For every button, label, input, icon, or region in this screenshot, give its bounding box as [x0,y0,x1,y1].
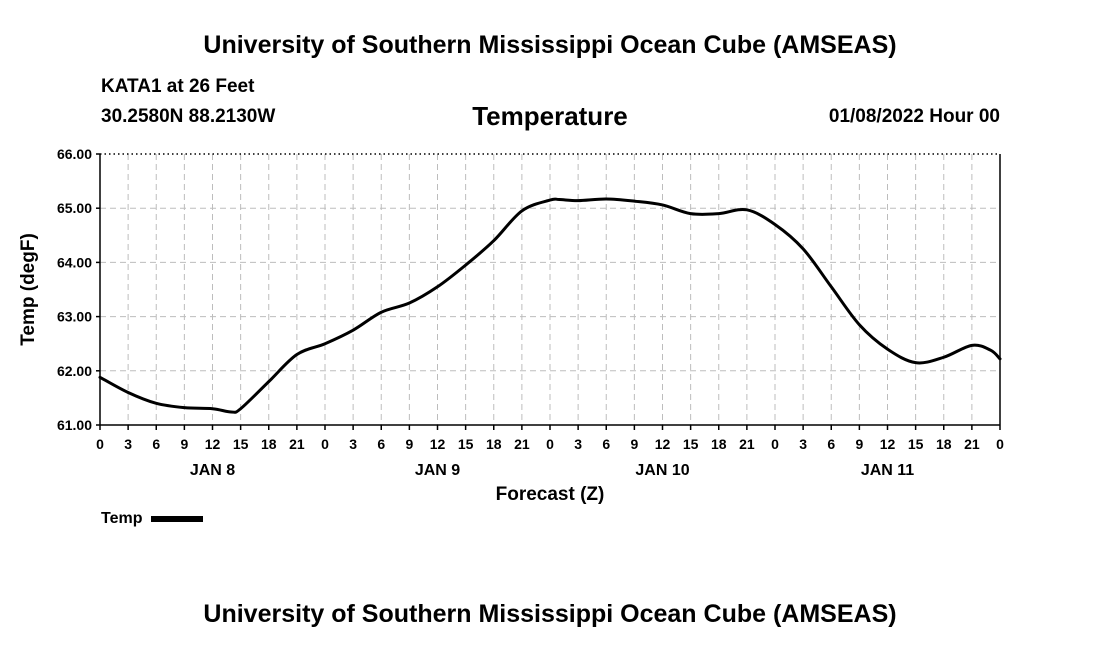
day-label: JAN 8 [190,462,235,479]
x-tick-label: 18 [261,436,277,452]
x-tick-label: 3 [574,436,582,452]
x-tick-label: 9 [630,436,638,452]
chart-title: Temperature [472,101,628,131]
day-label: JAN 10 [635,462,689,479]
x-tick-label: 18 [486,436,502,452]
day-label: JAN 9 [415,462,460,479]
x-tick-label: 21 [964,436,980,452]
x-tick-label: 18 [711,436,727,452]
x-tick-label: 21 [739,436,755,452]
x-tick-label: 21 [514,436,530,452]
x-tick-label: 6 [377,436,385,452]
x-tick-label: 15 [233,436,249,452]
x-tick-label: 15 [458,436,474,452]
station-label: KATA1 at 26 Feet [101,76,255,97]
x-tick-label: 18 [936,436,952,452]
x-tick-label: 6 [602,436,610,452]
x-tick-label: 0 [771,436,779,452]
y-tick-label: 62.00 [57,363,92,379]
x-tick-label: 21 [289,436,305,452]
legend-label: Temp [101,510,143,527]
x-tick-label: 0 [546,436,554,452]
y-axis-title: Temp (degF) [18,233,39,346]
legend: Temp [101,510,204,528]
x-tick-label: 15 [683,436,699,452]
y-tick-label: 63.00 [57,309,92,325]
x-tick-label: 3 [799,436,807,452]
x-tick-label: 0 [96,436,104,452]
coordinates-label: 30.2580N 88.2130W [101,106,276,127]
x-tick-label: 9 [180,436,188,452]
footer-title: University of Southern Mississippi Ocean… [203,600,897,628]
x-tick-label: 6 [152,436,160,452]
x-tick-label: 15 [908,436,924,452]
x-tick-label: 9 [405,436,413,452]
forecast-datetime: 01/08/2022 Hour 00 [828,106,1000,127]
x-tick-label: 3 [124,436,132,452]
x-tick-label: 12 [205,436,221,452]
x-tick-label: 9 [855,436,863,452]
day-label: JAN 11 [861,462,914,479]
legend-line-swatch [151,516,204,522]
x-tick-label: 3 [349,436,357,452]
x-tick-label: 12 [430,436,446,452]
x-tick-label: 12 [655,436,671,452]
y-tick-label: 64.00 [57,254,92,270]
x-tick-label: 6 [827,436,835,452]
x-axis-title: Forecast (Z) [496,484,605,505]
x-tick-label: 0 [996,436,1004,452]
y-tick-label: 61.00 [57,417,92,433]
main-title: University of Southern Mississippi Ocean… [203,31,897,59]
temp-series-line [98,197,1002,414]
y-tick-label: 65.00 [57,200,92,216]
x-tick-label: 0 [321,436,329,452]
x-tick-label: 12 [880,436,896,452]
y-tick-label: 66.00 [57,146,92,162]
